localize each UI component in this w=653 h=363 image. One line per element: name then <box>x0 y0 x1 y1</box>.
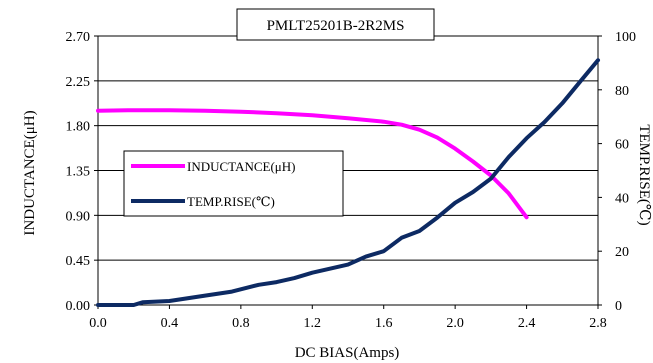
y-left-tick-label: 2.25 <box>66 75 91 90</box>
legend-box <box>123 150 344 217</box>
y-right-tick-label: 60 <box>615 138 629 153</box>
y-left-tick-label: 0.90 <box>66 209 91 224</box>
chart-title: PMLT25201B-2R2MS <box>267 18 405 34</box>
x-tick-label: 2.4 <box>518 316 536 331</box>
y-left-tick-label: 0.00 <box>66 299 91 314</box>
y-left-tick-label: 1.80 <box>66 120 91 135</box>
x-tick-label: 2.0 <box>446 316 464 331</box>
series-lines <box>96 58 600 307</box>
y-right-tick-label: 100 <box>615 30 636 45</box>
legend: INDUCTANCE(μH) TEMP.RISE(℃) <box>123 150 344 217</box>
y-right-tick-label: 80 <box>615 84 629 99</box>
legend-label-temp-rise: TEMP.RISE(℃) <box>187 194 275 209</box>
y-left-tick-label: 1.35 <box>66 165 91 180</box>
series-line-inductance <box>96 108 529 220</box>
axis-ticks: 0.00 0.45 0.90 1.35 1.80 2.25 2.70 0 20 40 60 80 100… <box>66 30 637 331</box>
chart-title-box: PMLT25201B-2R2MS <box>236 8 435 41</box>
y-right-tick-label: 0 <box>615 299 622 314</box>
x-tick-label: 1.6 <box>375 316 393 331</box>
y-axis-label-left: INDUCTANCE(μH) <box>22 110 38 235</box>
y-axis-label-right: TEMP.RISE(℃) <box>636 124 652 225</box>
x-axis-label: DC BIAS(Amps) <box>295 345 400 361</box>
y-right-tick-label: 20 <box>615 245 629 260</box>
x-tick-label: 0.0 <box>89 316 107 331</box>
x-tick-label: 1.2 <box>304 316 322 331</box>
y-right-tick-label: 40 <box>615 191 629 206</box>
x-tick-label: 0.8 <box>232 316 250 331</box>
x-tick-label: 2.8 <box>589 316 607 331</box>
x-tick-label: 0.4 <box>161 316 179 331</box>
title-box <box>236 8 435 41</box>
series-line-temp-rise <box>96 58 600 307</box>
legend-label-inductance: INDUCTANCE(μH) <box>187 159 295 174</box>
y-left-tick-label: 0.45 <box>66 254 91 269</box>
y-left-tick-label: 2.70 <box>66 30 91 45</box>
